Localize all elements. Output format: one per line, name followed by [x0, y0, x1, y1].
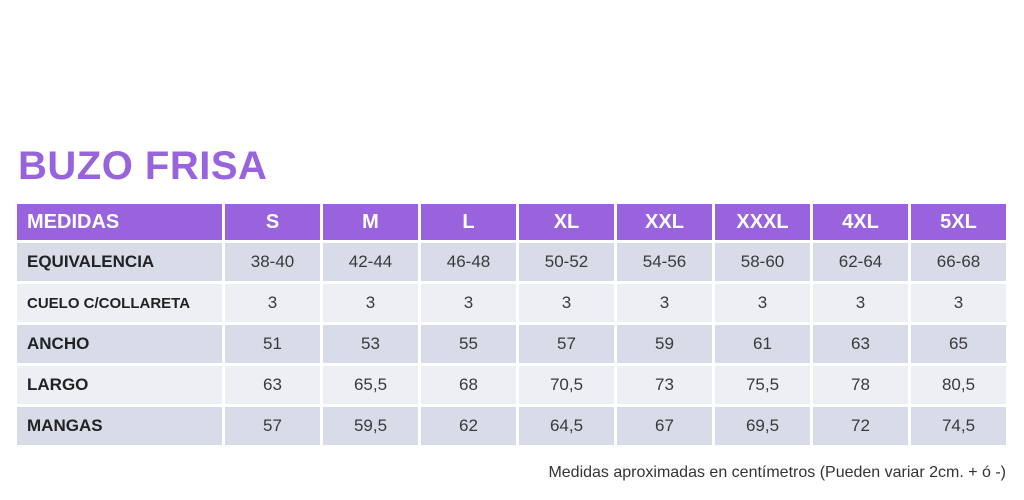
header-cell-size: XXL [617, 204, 712, 240]
table-cell: 3 [225, 284, 320, 322]
table-cell: 53 [323, 325, 418, 363]
table-cell: 3 [813, 284, 908, 322]
table-cell: 64,5 [519, 407, 614, 445]
table-cell: 54-56 [617, 243, 712, 281]
row-label: CUELO C/COLLARETA [17, 284, 222, 322]
table-cell: 38-40 [225, 243, 320, 281]
table-cell: 62 [421, 407, 516, 445]
table-cell: 3 [911, 284, 1006, 322]
table-cell: 68 [421, 366, 516, 404]
table-cell: 62-64 [813, 243, 908, 281]
table-header-row: MEDIDAS S M L XL XXL XXXL 4XL 5XL [17, 204, 1006, 240]
row-label: MANGAS [17, 407, 222, 445]
table-cell: 59,5 [323, 407, 418, 445]
header-cell-size: L [421, 204, 516, 240]
row-label: ANCHO [17, 325, 222, 363]
header-cell-size: M [323, 204, 418, 240]
header-cell-size: 5XL [911, 204, 1006, 240]
table-cell: 65,5 [323, 366, 418, 404]
table-cell: 73 [617, 366, 712, 404]
table-cell: 75,5 [715, 366, 810, 404]
table-cell: 3 [617, 284, 712, 322]
table-cell: 3 [715, 284, 810, 322]
table-cell: 3 [323, 284, 418, 322]
table-cell: 63 [813, 325, 908, 363]
table-cell: 3 [519, 284, 614, 322]
table-cell: 78 [813, 366, 908, 404]
table-cell: 50-52 [519, 243, 614, 281]
table-cell: 57 [519, 325, 614, 363]
row-label: EQUIVALENCIA [17, 243, 222, 281]
table-row: CUELO C/COLLARETA 3 3 3 3 3 3 3 3 [17, 284, 1006, 322]
table-row: LARGO 63 65,5 68 70,5 73 75,5 78 80,5 [17, 366, 1006, 404]
table-cell: 51 [225, 325, 320, 363]
table-cell: 61 [715, 325, 810, 363]
table-cell: 69,5 [715, 407, 810, 445]
header-cell-size: 4XL [813, 204, 908, 240]
table-cell: 66-68 [911, 243, 1006, 281]
table-row: ANCHO 51 53 55 57 59 61 63 65 [17, 325, 1006, 363]
table-cell: 42-44 [323, 243, 418, 281]
table-cell: 63 [225, 366, 320, 404]
header-cell-size: XL [519, 204, 614, 240]
table-cell: 59 [617, 325, 712, 363]
table-cell: 67 [617, 407, 712, 445]
table-row: EQUIVALENCIA 38-40 42-44 46-48 50-52 54-… [17, 243, 1006, 281]
table-cell: 70,5 [519, 366, 614, 404]
table-cell: 46-48 [421, 243, 516, 281]
table-cell: 72 [813, 407, 908, 445]
header-cell-size: S [225, 204, 320, 240]
table-cell: 57 [225, 407, 320, 445]
header-cell-medidas: MEDIDAS [17, 204, 222, 240]
size-chart-table: MEDIDAS S M L XL XXL XXXL 4XL 5XL EQUIVA… [14, 201, 1009, 448]
header-cell-size: XXXL [715, 204, 810, 240]
table-cell: 55 [421, 325, 516, 363]
table-cell: 80,5 [911, 366, 1006, 404]
measurement-footnote: Medidas aproximadas en centímetros (Pued… [548, 464, 1006, 481]
table-row: MANGAS 57 59,5 62 64,5 67 69,5 72 74,5 [17, 407, 1006, 445]
table-cell: 74,5 [911, 407, 1006, 445]
table-cell: 58-60 [715, 243, 810, 281]
row-label: LARGO [17, 366, 222, 404]
table-cell: 65 [911, 325, 1006, 363]
page-title: BUZO FRISA [18, 144, 268, 188]
table-cell: 3 [421, 284, 516, 322]
